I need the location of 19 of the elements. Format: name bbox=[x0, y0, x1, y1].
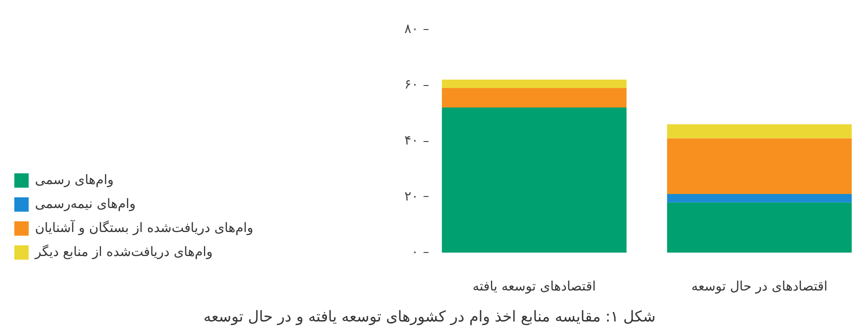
y-tick-label: ۴۰ bbox=[404, 134, 418, 148]
bar bbox=[442, 88, 627, 108]
legend-label: وام‌های رسمی bbox=[35, 172, 114, 188]
y-tick-label: ۸۰ bbox=[404, 22, 418, 37]
text: شکل ۱: مقایسه منابع اخذ وام در کشورهای توسعه یافته و در حال توسعه bbox=[204, 308, 656, 326]
x-tick-label: اقتصادهای توسعه یافته bbox=[472, 280, 596, 294]
bar bbox=[442, 80, 627, 88]
legend-label: وام‌های نیمه‌رسمی bbox=[35, 196, 136, 212]
bar bbox=[667, 124, 852, 138]
y-tick-label: ۶۰ bbox=[404, 78, 418, 93]
bar bbox=[667, 194, 852, 202]
legend-label: وام‌های دریافت‌شده از منابع دیگر bbox=[35, 244, 213, 260]
y-tick-label: ۰ bbox=[411, 245, 418, 260]
x-tick-label: اقتصادهای در حال توسعه bbox=[691, 280, 828, 294]
bar bbox=[442, 108, 627, 253]
y-tick-label: ۲۰ bbox=[404, 189, 418, 204]
bar bbox=[667, 202, 852, 253]
legend-label: وام‌های دریافت‌شده از بستگان و آشنایان bbox=[35, 220, 254, 236]
bar bbox=[667, 138, 852, 194]
